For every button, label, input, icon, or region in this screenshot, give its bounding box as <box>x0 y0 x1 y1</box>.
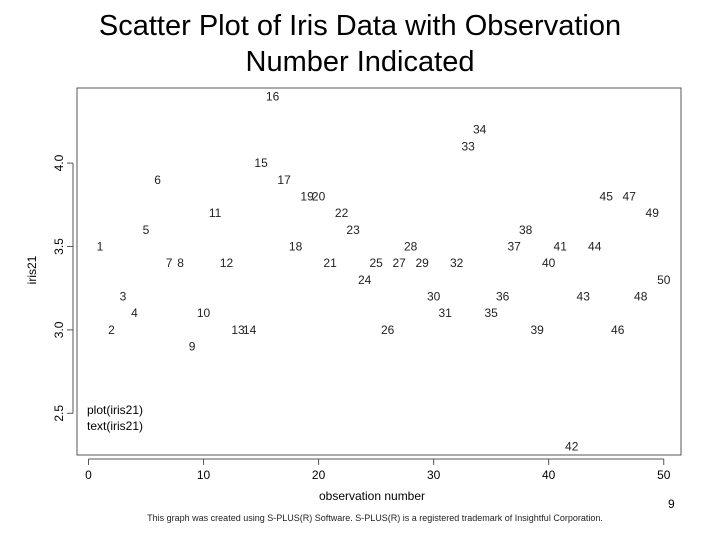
point-label: 34 <box>473 123 487 137</box>
point-label: 6 <box>154 173 161 187</box>
annotation-line-1: plot(iris21) <box>87 403 143 417</box>
point-label: 28 <box>404 239 418 253</box>
point-label: 1 <box>97 239 104 253</box>
point-label: 50 <box>657 273 671 287</box>
x-axis: 0 10 20 30 40 50 <box>85 458 671 482</box>
point-label: 13 <box>231 323 245 337</box>
point-label: 4 <box>131 306 138 320</box>
point-label: 37 <box>508 239 522 253</box>
x-tick-label: 40 <box>542 468 556 482</box>
point-label: 2 <box>108 323 115 337</box>
point-label: 25 <box>369 256 383 270</box>
point-label: 43 <box>577 290 591 304</box>
y-axis-label: iris21 <box>25 255 39 284</box>
page-number: 9 <box>668 497 675 511</box>
point-label: 42 <box>565 440 579 454</box>
slide-title-line-2: Number Indicated <box>245 46 475 78</box>
point-label: 33 <box>461 139 475 153</box>
slide-title-line-1: Scatter Plot of Iris Data with Observati… <box>98 10 622 42</box>
point-label: 24 <box>358 273 372 287</box>
point-label: 22 <box>335 206 349 220</box>
annotation-line-2: text(iris21) <box>87 419 143 433</box>
point-label: 14 <box>243 323 257 337</box>
point-label: 21 <box>323 256 337 270</box>
x-tick-label: 10 <box>197 468 211 482</box>
point-label: 40 <box>542 256 556 270</box>
point-label: 26 <box>381 323 395 337</box>
point-label: 8 <box>177 256 184 270</box>
point-label: 30 <box>427 290 441 304</box>
y-axis: 2.5 3.0 3.5 4.0 <box>52 154 74 422</box>
point-label: 19 <box>300 189 314 203</box>
point-label: 29 <box>415 256 429 270</box>
x-tick-label: 50 <box>657 468 671 482</box>
point-label: 41 <box>554 239 568 253</box>
point-label: 12 <box>220 256 234 270</box>
x-tick-label: 20 <box>312 468 326 482</box>
point-label: 3 <box>120 290 127 304</box>
point-label: 47 <box>623 189 637 203</box>
slide-title: Scatter Plot of Iris Data with Observati… <box>0 8 720 80</box>
footer-note: This graph was created using S-PLUS(R) S… <box>147 513 603 523</box>
y-tick-label: 2.5 <box>52 405 66 422</box>
point-label: 11 <box>209 206 222 220</box>
point-label: 10 <box>197 306 211 320</box>
point-label: 17 <box>277 173 291 187</box>
x-tick-label: 0 <box>85 468 92 482</box>
point-label: 36 <box>496 290 510 304</box>
point-label: 48 <box>634 290 648 304</box>
point-label: 38 <box>519 223 533 237</box>
point-label: 31 <box>438 306 452 320</box>
plot-frame <box>76 87 682 456</box>
point-label: 32 <box>450 256 464 270</box>
y-tick-label: 4.0 <box>52 154 66 171</box>
point-label: 23 <box>346 223 360 237</box>
y-tick-label: 3.0 <box>52 321 66 338</box>
x-tick-label: 30 <box>427 468 441 482</box>
point-label: 44 <box>588 239 602 253</box>
point-label: 46 <box>611 323 625 337</box>
y-tick-label: 3.5 <box>52 238 66 255</box>
point-label: 27 <box>392 256 406 270</box>
point-label: 15 <box>254 156 268 170</box>
point-label: 16 <box>266 89 280 103</box>
point-label: 49 <box>646 206 660 220</box>
point-label: 5 <box>143 223 150 237</box>
point-label: 7 <box>166 256 173 270</box>
point-label: 45 <box>600 189 614 203</box>
point-label: 9 <box>189 340 196 354</box>
point-label: 35 <box>484 306 498 320</box>
point-label: 39 <box>531 323 545 337</box>
x-axis-label: observation number <box>319 489 425 503</box>
point-label: 18 <box>289 239 303 253</box>
point-label: 20 <box>312 189 326 203</box>
